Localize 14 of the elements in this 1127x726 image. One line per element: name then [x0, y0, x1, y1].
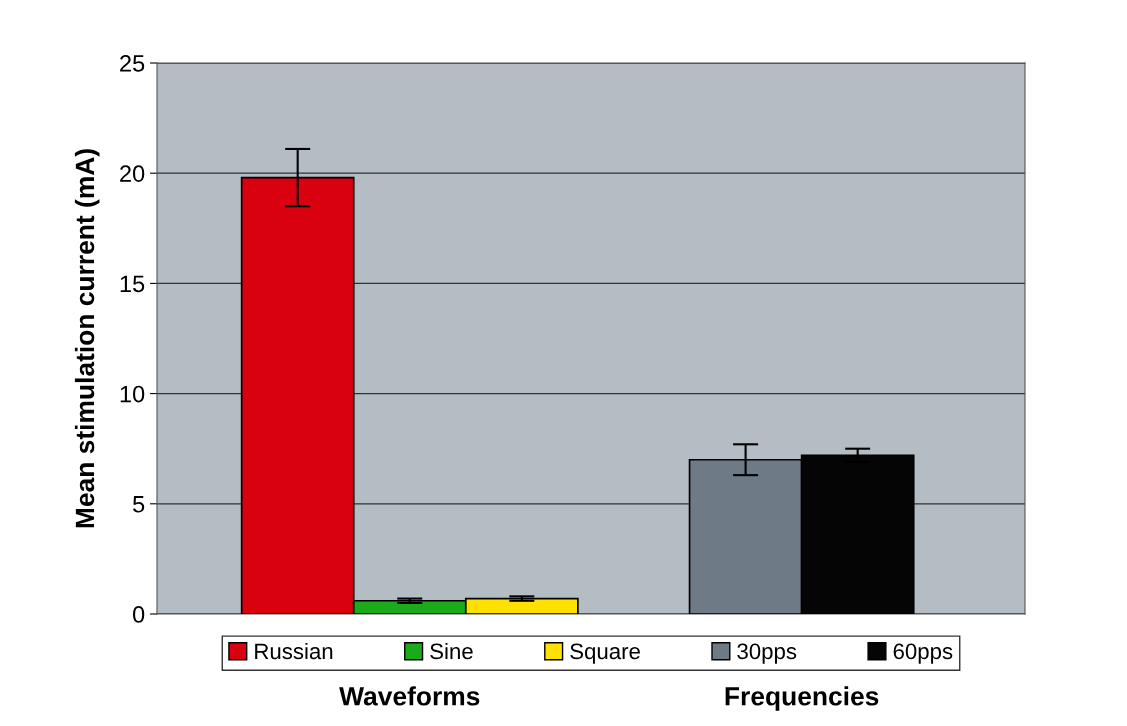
legend-label: 30pps — [737, 643, 797, 664]
x-tick-label: Frequencies — [725, 686, 879, 711]
y-tick-label: 10 — [120, 385, 145, 403]
x-tick-label: Waveforms — [339, 686, 480, 706]
y-tick-label: 0 — [132, 606, 145, 623]
legend-label: Russian — [255, 642, 333, 660]
y-axis-title: Mean stimulation current (mA) — [74, 149, 100, 528]
legend-label: 60pps — [893, 643, 953, 664]
legend-label: Square — [570, 643, 640, 664]
y-tick-label: 15 — [120, 275, 145, 293]
y-tick-label: 20 — [120, 165, 145, 182]
y-tick-label: 25 — [120, 55, 145, 72]
legend-label: Sine — [430, 642, 473, 660]
y-tick-label: 5 — [133, 496, 145, 513]
